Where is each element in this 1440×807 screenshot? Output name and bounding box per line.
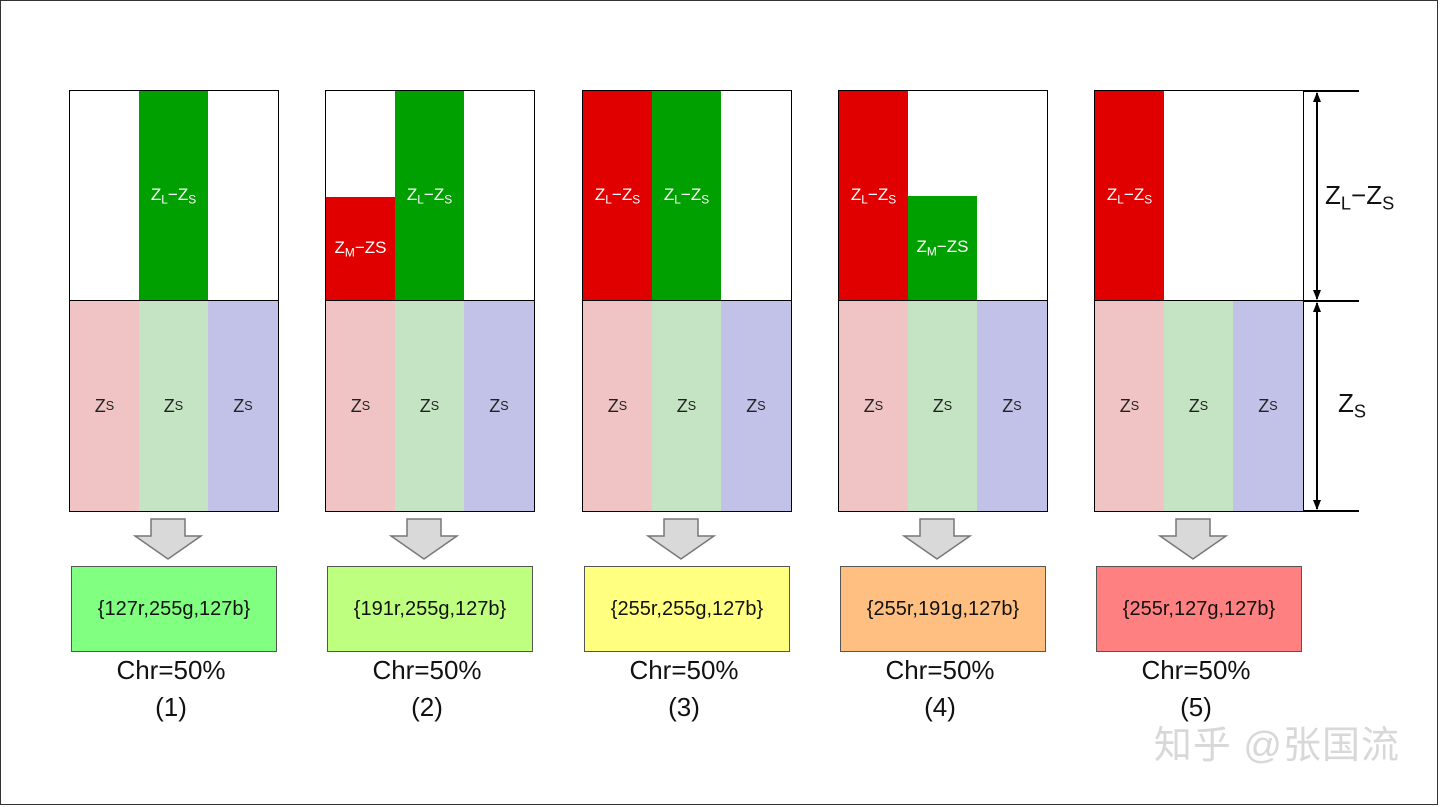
column-number: (4) (924, 692, 956, 722)
result-color-box: {127r,255g,127b} (71, 566, 277, 652)
chroma-label: Chr=50% (1141, 655, 1251, 685)
result-color-box: {191r,255g,127b} (327, 566, 533, 652)
down-arrow-icon (389, 518, 459, 560)
chroma-label: Chr=50% (116, 655, 226, 685)
red-bar-zl-zs: ZL−ZS (839, 91, 908, 300)
down-arrow-icon (1158, 518, 1228, 560)
green-bar-zl-zs: ZL−ZS (652, 91, 721, 300)
red-bar-zl-zs: ZL−ZS (1095, 91, 1164, 300)
down-arrow-icon (133, 518, 203, 560)
label: ZL−ZS (594, 184, 641, 207)
column-number: (5) (1180, 692, 1212, 722)
dim-label-zl-zs: ZL−ZS (1325, 180, 1395, 214)
arrowhead-up-icon (1313, 302, 1321, 312)
column-number: (1) (155, 692, 187, 722)
column-number: (3) (668, 692, 700, 722)
chroma-label: Chr=50% (629, 655, 739, 685)
result-color-box: {255r,191g,127b} (840, 566, 1046, 652)
dimension-markers (1303, 90, 1359, 512)
label: ZM−ZS (334, 237, 387, 260)
arrowhead-up-icon (1313, 92, 1321, 102)
label: ZL−ZS (1106, 184, 1153, 207)
divider-line (326, 300, 534, 301)
red-bar-zl-zs: ZL−ZS (583, 91, 652, 300)
dim-label-zs: ZS (1338, 388, 1367, 422)
label: ZM−ZS (916, 237, 969, 259)
divider-line (583, 300, 791, 301)
divider-line (70, 300, 278, 301)
column-number: (2) (411, 692, 443, 722)
arrowhead-down-icon (1313, 500, 1321, 510)
red-bar-zm-zs: ZM−ZS (326, 197, 395, 300)
result-color-box: {255r,127g,127b} (1096, 566, 1302, 652)
watermark: 知乎 @张国流 (1153, 725, 1400, 767)
green-bar-zl-zs: ZL−ZS (395, 91, 464, 300)
arrowhead-down-icon (1313, 290, 1321, 300)
divider-line (1095, 300, 1303, 301)
green-bar-zm-zs: ZM−ZS (908, 196, 977, 300)
divider-line (839, 300, 1047, 301)
down-arrow-icon (902, 518, 972, 560)
chroma-label: Chr=50% (372, 655, 482, 685)
chroma-label: Chr=50% (885, 655, 995, 685)
down-arrow-icon (646, 518, 716, 560)
green-bar-zl-zs: ZL−ZS (139, 91, 208, 300)
label: ZL−ZS (150, 184, 197, 207)
label: ZL−ZS (850, 184, 897, 207)
label: ZL−ZS (406, 184, 453, 207)
label: ZL−ZS (663, 184, 710, 207)
result-color-box: {255r,255g,127b} (584, 566, 790, 652)
